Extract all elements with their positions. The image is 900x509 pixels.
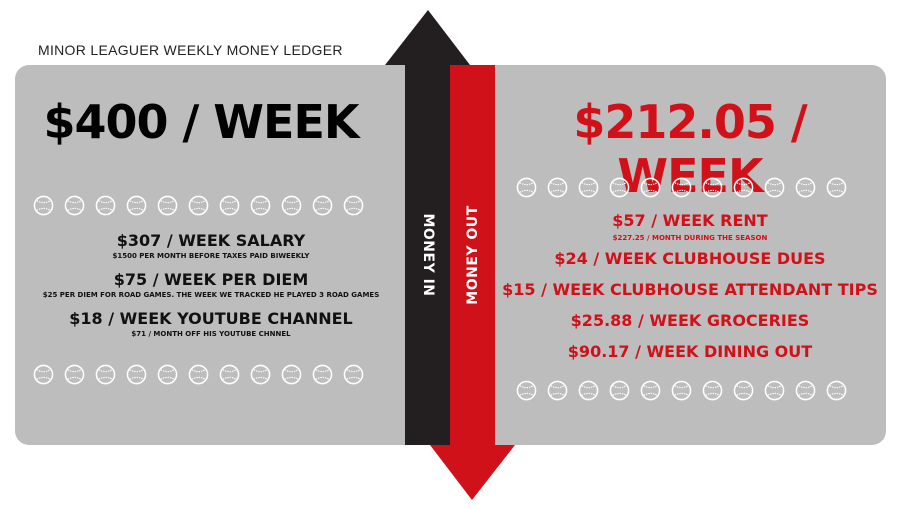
baseball-icon	[250, 364, 271, 389]
baseball-icon	[188, 195, 209, 220]
income-item: $18 / WEEK YOUTUBE CHANNEL	[69, 309, 353, 328]
money-out-arrow	[430, 65, 515, 500]
baseball-icon	[33, 364, 54, 389]
baseball-icon	[64, 364, 85, 389]
baseball-icon	[188, 364, 209, 389]
baseball-icon	[250, 195, 271, 220]
baseball-icon	[578, 177, 599, 202]
money-out-label: MONEY OUT	[464, 205, 481, 305]
baseball-icon	[671, 177, 692, 202]
baseball-icon	[547, 177, 568, 202]
baseball-icon	[516, 380, 537, 405]
baseball-icon	[547, 380, 568, 405]
baseball-icon	[702, 380, 723, 405]
baseball-icon	[795, 380, 816, 405]
baseball-icon	[126, 195, 147, 220]
baseball-icon	[671, 380, 692, 405]
baseball-icon	[64, 195, 85, 220]
money-in-arrow	[385, 10, 470, 445]
baseball-icon	[733, 177, 754, 202]
baseball-icon	[516, 177, 537, 202]
baseball-row	[33, 364, 364, 389]
baseball-icon	[312, 364, 333, 389]
baseball-icon	[578, 380, 599, 405]
baseball-icon	[640, 177, 661, 202]
baseball-icon	[312, 195, 333, 220]
income-item-note: $1500 PER MONTH BEFORE TAXES PAID BIWEEK…	[112, 252, 310, 260]
baseball-icon	[219, 364, 240, 389]
baseball-icon	[764, 380, 785, 405]
baseball-icon	[343, 364, 364, 389]
money-in-panel: $400 / WEEK $307 / WEEK SALARY $1500 PER…	[15, 65, 407, 445]
expense-item: $24 / WEEK CLUBHOUSE DUES	[554, 249, 826, 268]
expense-item: $15 / WEEK CLUBHOUSE ATTENDANT TIPS	[502, 280, 878, 299]
income-item-note: $25 PER DIEM FOR ROAD GAMES. THE WEEK WE…	[42, 291, 380, 299]
baseball-icon	[219, 195, 240, 220]
baseball-icon	[157, 364, 178, 389]
baseball-icon	[33, 195, 54, 220]
money-in-label: MONEY IN	[419, 213, 436, 297]
money-out-total: $212.05 / WEEK	[573, 95, 807, 203]
money-out-items: $57 / WEEK RENT $227.25 / MONTH DURING T…	[494, 211, 886, 373]
baseball-icon	[764, 177, 785, 202]
baseball-icon	[157, 195, 178, 220]
income-item-note: $71 / MONTH OFF HIS YOUTUBE CHNNEL	[131, 330, 291, 338]
expense-item: $90.17 / WEEK DINING OUT	[567, 342, 813, 361]
income-item: $75 / WEEK PER DIEM	[113, 270, 309, 289]
money-in-items: $307 / WEEK SALARY $1500 PER MONTH BEFOR…	[15, 231, 407, 348]
income-item: $307 / WEEK SALARY	[116, 231, 306, 250]
baseball-icon	[826, 380, 847, 405]
baseball-icon	[733, 380, 754, 405]
baseball-icon	[702, 177, 723, 202]
expense-item-note: $227.25 / MONTH DURING THE SEASON	[612, 234, 768, 242]
money-out-panel: $212.05 / WEEK $57 / WEEK RENT $227.25 /…	[494, 65, 886, 445]
baseball-icon	[343, 195, 364, 220]
baseball-row	[516, 177, 847, 202]
baseball-icon	[95, 195, 116, 220]
baseball-icon	[281, 364, 302, 389]
money-out-bar: MONEY OUT	[450, 65, 495, 445]
baseball-icon	[281, 195, 302, 220]
baseball-icon	[640, 380, 661, 405]
infographic-title: MINOR LEAGUER WEEKLY MONEY LEDGER	[38, 42, 343, 58]
baseball-icon	[95, 364, 116, 389]
money-in-bar: MONEY IN	[405, 65, 450, 445]
baseball-icon	[609, 380, 630, 405]
baseball-icon	[826, 177, 847, 202]
expense-item: $57 / WEEK RENT	[612, 211, 768, 230]
baseball-row	[33, 195, 364, 220]
baseball-icon	[609, 177, 630, 202]
baseball-row	[516, 380, 847, 405]
baseball-icon	[126, 364, 147, 389]
baseball-icon	[795, 177, 816, 202]
expense-item: $25.88 / WEEK GROCERIES	[570, 311, 810, 330]
money-in-total: $400 / WEEK	[43, 95, 359, 149]
